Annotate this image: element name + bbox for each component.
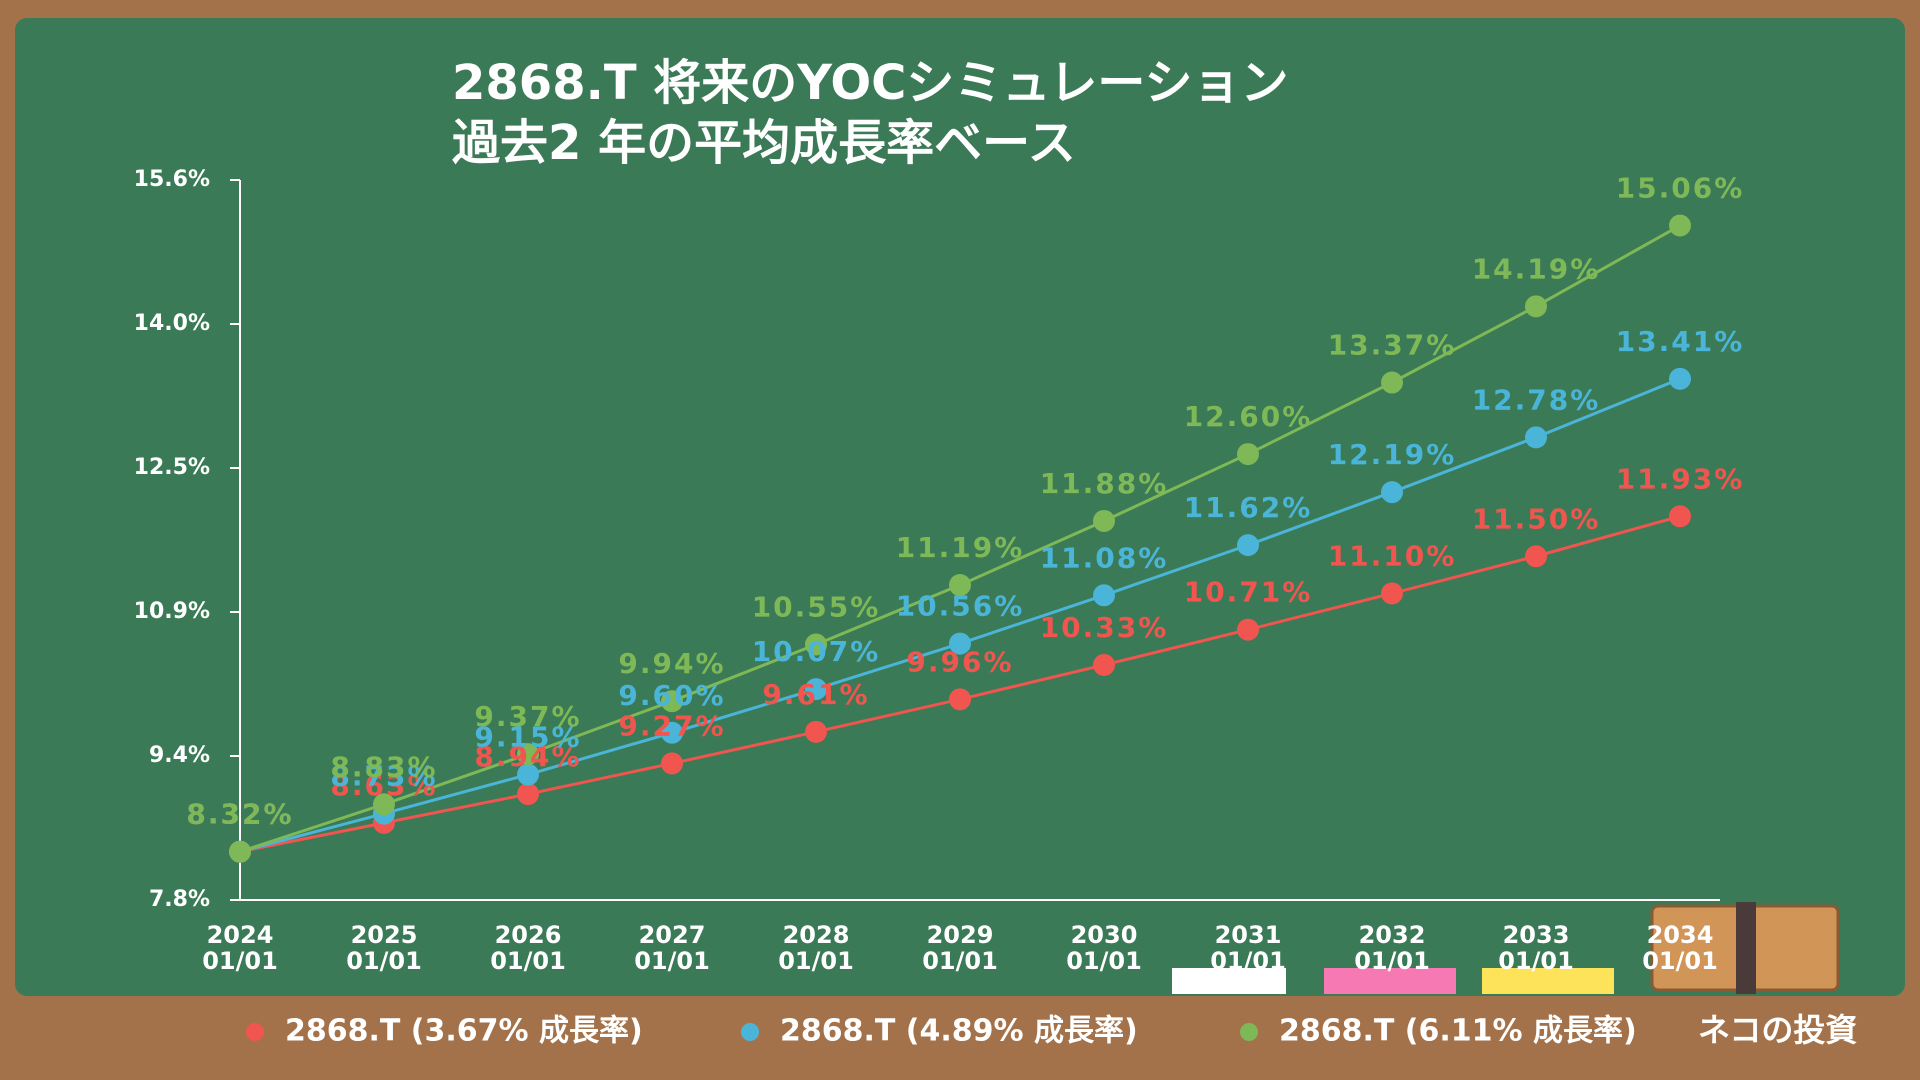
data-point: [805, 633, 827, 656]
data-point: [1237, 534, 1259, 557]
data-label: 9.60%: [618, 679, 725, 712]
x-tick-label: 2024 01/01: [202, 921, 278, 975]
data-label: 11.62%: [1184, 491, 1313, 524]
x-tick-label: 2032 01/01: [1354, 921, 1430, 975]
data-label: 11.50%: [1472, 502, 1601, 535]
data-label: 13.41%: [1616, 325, 1745, 358]
data-label: 11.10%: [1328, 539, 1457, 572]
eraser-band: [1736, 902, 1756, 994]
data-label: 9.37%: [474, 700, 581, 733]
data-point: [1093, 509, 1115, 532]
branding: ネコの投資: [1698, 1011, 1857, 1049]
data-point: [1669, 367, 1691, 390]
data-label: 12.19%: [1328, 438, 1457, 471]
data-label: 10.71%: [1184, 576, 1313, 609]
x-tick-label: 2026 01/01: [490, 921, 566, 975]
data-label: 9.94%: [618, 647, 725, 680]
x-tick-label: 2028 01/01: [778, 921, 854, 975]
data-label: 11.88%: [1040, 467, 1169, 500]
y-tick-label: 14.0%: [134, 311, 210, 336]
legend-swatch: [246, 1023, 264, 1041]
data-label: 8.94%: [474, 740, 581, 773]
legend-swatch: [741, 1023, 759, 1041]
y-tick-label: 9.4%: [149, 743, 210, 768]
data-point: [1381, 371, 1403, 394]
data-point: [1093, 584, 1115, 607]
x-tick-label: 2025 01/01: [346, 921, 422, 975]
x-tick-label: 2030 01/01: [1066, 921, 1142, 975]
y-tick-label: 15.6%: [134, 167, 210, 192]
data-point: [1093, 653, 1115, 676]
data-label: 14.19%: [1472, 252, 1601, 285]
chalk-yellow: [1482, 968, 1614, 994]
y-tick-label: 10.9%: [134, 599, 210, 624]
data-label: 8.63%: [330, 769, 437, 802]
data-label: 11.93%: [1616, 462, 1745, 495]
data-point: [1669, 214, 1691, 237]
data-label: 10.56%: [896, 590, 1025, 623]
data-label: 8.73%: [330, 760, 437, 793]
data-point: [1381, 582, 1403, 605]
data-point: [373, 793, 395, 816]
data-label: 8.32%: [186, 798, 293, 831]
data-point: [1525, 295, 1547, 318]
data-point: [661, 752, 683, 775]
data-point: [1237, 618, 1259, 641]
data-point: [517, 783, 539, 806]
data-point: [1525, 545, 1547, 568]
data-point: [1525, 426, 1547, 449]
data-point: [517, 763, 539, 786]
data-label: 12.78%: [1472, 383, 1601, 416]
data-label: 10.07%: [752, 635, 881, 668]
x-tick-label: 2031 01/01: [1210, 921, 1286, 975]
x-tick-label: 2033 01/01: [1498, 921, 1574, 975]
data-point: [661, 690, 683, 713]
y-tick-label: 7.8%: [149, 887, 210, 912]
data-point: [1381, 481, 1403, 504]
chart-title: 2868.T 将来のYOCシミュレーション: [452, 55, 1288, 111]
data-point: [805, 720, 827, 743]
data-label: 11.08%: [1040, 541, 1169, 574]
data-label: 8.32%: [186, 798, 293, 831]
x-tick-label: 2034 01/01: [1642, 921, 1718, 975]
legend-label: 2868.T (3.67% 成長率): [285, 1014, 643, 1049]
data-label: 9.96%: [906, 645, 1013, 678]
legend-label: 2868.T (6.11% 成長率): [1279, 1014, 1637, 1049]
legend-label: 2868.T (4.89% 成長率): [780, 1014, 1138, 1049]
legend-swatch: [1240, 1023, 1258, 1041]
data-label: 13.37%: [1328, 329, 1457, 362]
data-label: 9.15%: [474, 721, 581, 754]
data-point: [517, 743, 539, 766]
data-label: 11.19%: [896, 531, 1025, 564]
chalk-pink: [1324, 968, 1456, 994]
board: [15, 18, 1905, 996]
data-point: [805, 678, 827, 701]
data-point: [949, 688, 971, 711]
y-tick-label: 12.5%: [134, 455, 210, 480]
x-tick-label: 2029 01/01: [922, 921, 998, 975]
data-point: [949, 574, 971, 597]
data-label: 9.27%: [618, 709, 725, 742]
data-label: 12.60%: [1184, 400, 1313, 433]
data-label: 8.32%: [186, 798, 293, 831]
data-point: [661, 721, 683, 744]
x-tick-label: 2027 01/01: [634, 921, 710, 975]
data-point: [1669, 505, 1691, 528]
chalk-white: [1172, 968, 1286, 994]
data-point: [1237, 443, 1259, 466]
data-label: 8.83%: [330, 750, 437, 783]
data-label: 10.55%: [752, 591, 881, 624]
data-label: 15.06%: [1616, 172, 1745, 205]
chart-subtitle: 過去2 年の平均成長率ベース: [452, 115, 1076, 171]
data-point: [949, 632, 971, 655]
data-point: [229, 840, 251, 863]
data-label: 9.61%: [762, 678, 869, 711]
data-label: 10.33%: [1040, 611, 1169, 644]
